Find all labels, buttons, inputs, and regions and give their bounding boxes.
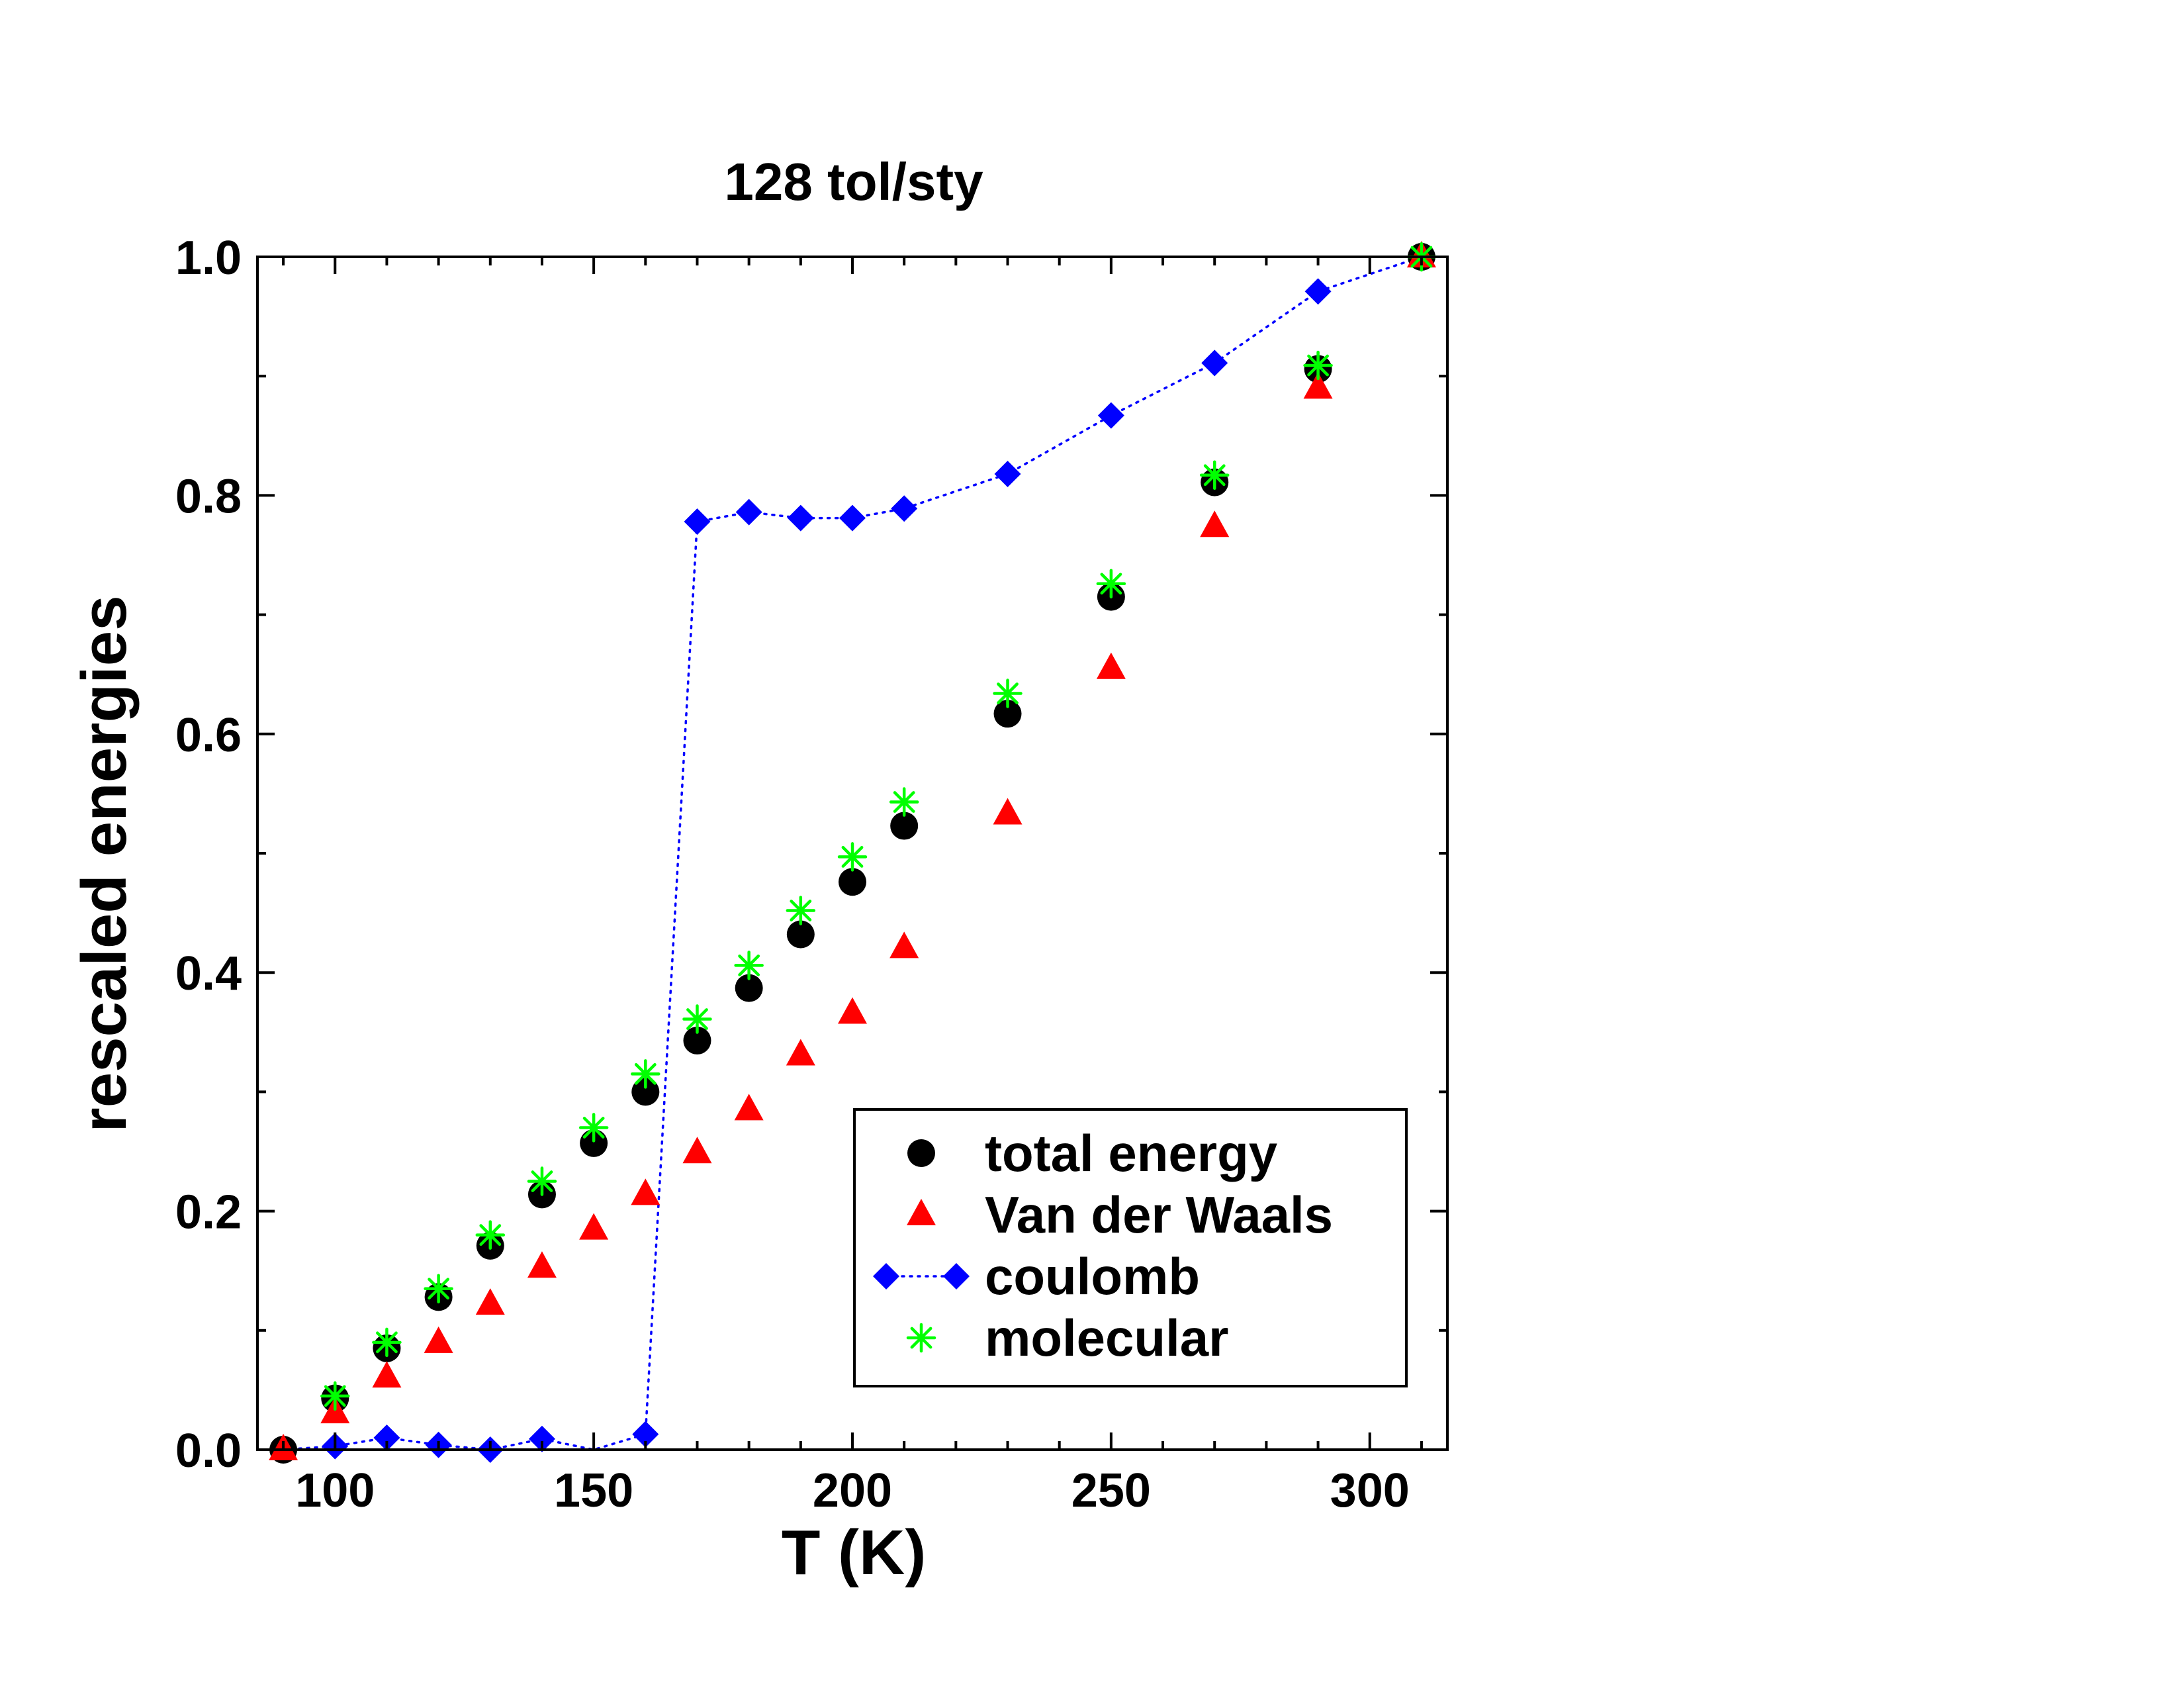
point-coulomb	[839, 504, 866, 532]
point-van-der-waals	[1303, 372, 1333, 399]
x-axis-label: T (K)	[782, 1517, 927, 1588]
legend-marker-total-energy	[907, 1139, 935, 1167]
legend-entry-van-der-waals: Van der Waals	[907, 1186, 1333, 1244]
legend-marker-coulomb	[943, 1263, 970, 1289]
point-van-der-waals	[579, 1213, 609, 1240]
point-van-der-waals	[1200, 510, 1230, 538]
point-van-der-waals	[838, 997, 867, 1024]
point-coulomb	[891, 495, 918, 522]
point-molecular	[372, 1327, 402, 1358]
point-molecular	[786, 896, 816, 925]
y-tick-label: 0.6	[175, 709, 242, 762]
y-axis-label: rescaled energies	[69, 595, 140, 1132]
chart-title: 128 tol/sty	[724, 152, 983, 211]
axis-ticks: 100 150 200 250 300 0.0 0.2 0.4 0.6 0.8 1.0	[175, 232, 1447, 1517]
point-molecular	[682, 1004, 712, 1034]
point-van-der-waals	[993, 798, 1023, 825]
point-molecular	[837, 842, 868, 872]
point-molecular	[475, 1220, 506, 1250]
series-coulomb-line	[282, 256, 1423, 1451]
point-van-der-waals	[527, 1251, 557, 1278]
point-total-energy	[993, 700, 1022, 728]
point-coulomb	[684, 508, 711, 536]
point-coulomb	[1097, 402, 1124, 429]
point-total-energy	[786, 920, 815, 949]
point-molecular	[578, 1113, 609, 1143]
point-molecular	[1303, 350, 1333, 381]
legend-label-total-energy: total energy	[985, 1124, 1277, 1182]
legend-label-coulomb: coulomb	[985, 1247, 1200, 1305]
legend-entry-molecular: molecular	[906, 1309, 1228, 1367]
legend-label-molecular: molecular	[985, 1309, 1228, 1367]
x-tick-label: 200	[813, 1464, 892, 1517]
y-tick-label: 0.2	[175, 1186, 242, 1239]
point-total-energy	[683, 1026, 711, 1055]
point-coulomb	[528, 1425, 555, 1452]
point-molecular	[734, 951, 764, 980]
point-molecular	[631, 1059, 660, 1089]
point-coulomb	[373, 1424, 400, 1451]
point-total-energy	[631, 1078, 660, 1106]
x-tick-label: 150	[554, 1464, 633, 1517]
y-tick-label: 0.0	[175, 1425, 242, 1477]
point-molecular	[1096, 569, 1126, 598]
point-total-energy	[735, 974, 763, 1002]
point-van-der-waals	[889, 931, 919, 959]
series-van-der-waals	[269, 241, 1436, 1460]
point-van-der-waals	[424, 1326, 453, 1353]
legend-entry-total-energy: total energy	[907, 1124, 1277, 1182]
point-coulomb	[994, 460, 1021, 487]
point-van-der-waals	[1096, 652, 1126, 679]
point-coulomb	[735, 498, 762, 526]
y-tick-label: 0.8	[175, 470, 242, 523]
legend-marker-molecular	[906, 1323, 936, 1353]
point-van-der-waals	[475, 1288, 505, 1315]
series-coulomb	[270, 244, 1435, 1463]
point-molecular	[889, 787, 919, 817]
legend-entry-coulomb: coulomb	[873, 1247, 1200, 1305]
point-coulomb	[1304, 278, 1332, 305]
point-coulomb	[1201, 350, 1228, 377]
legend-box	[853, 1108, 1408, 1387]
legend-marker-van-der-waals	[907, 1199, 936, 1225]
y-tick-label: 1.0	[175, 232, 242, 285]
legend-label-van-der-waals: Van der Waals	[985, 1186, 1333, 1244]
legend-marker-coulomb	[873, 1263, 899, 1289]
x-tick-label: 250	[1071, 1464, 1151, 1517]
point-van-der-waals	[786, 1039, 815, 1066]
point-total-energy	[839, 868, 866, 896]
y-tick-label: 0.4	[175, 947, 242, 1000]
plot-data-layer	[269, 241, 1437, 1464]
point-molecular	[527, 1166, 557, 1196]
point-van-der-waals	[734, 1094, 764, 1121]
x-tick-label: 100	[295, 1464, 375, 1517]
point-molecular	[424, 1274, 453, 1303]
point-total-energy	[890, 812, 919, 840]
point-van-der-waals	[372, 1361, 402, 1388]
point-coulomb	[632, 1421, 659, 1448]
point-van-der-waals	[682, 1137, 712, 1164]
point-molecular	[993, 679, 1023, 708]
point-molecular	[320, 1381, 350, 1411]
point-van-der-waals	[631, 1178, 660, 1205]
point-coulomb	[787, 504, 814, 532]
point-molecular	[1199, 460, 1230, 491]
x-tick-label: 300	[1330, 1464, 1410, 1517]
